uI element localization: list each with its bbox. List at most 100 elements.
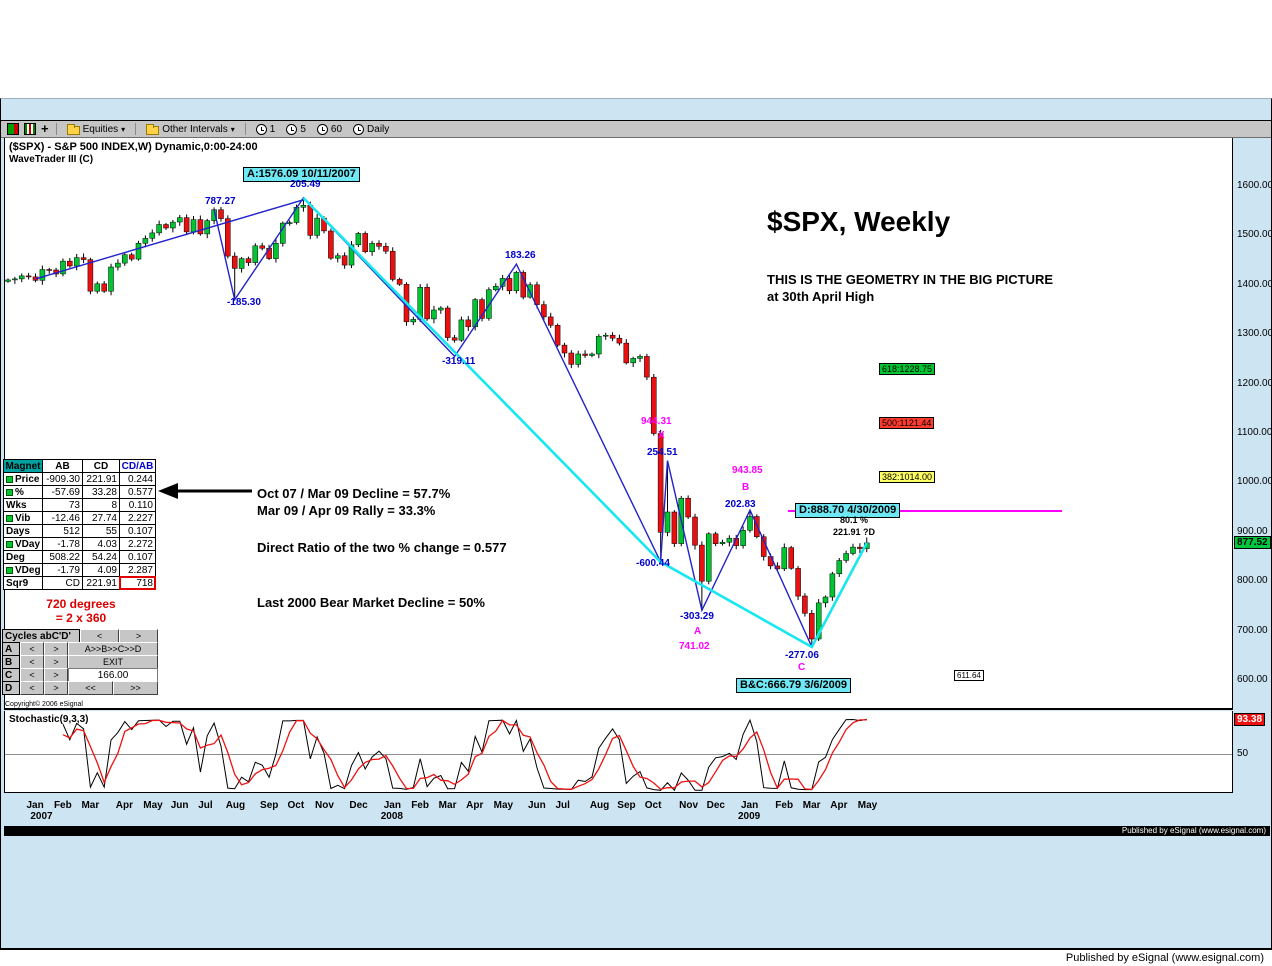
magnet-header-cd: CD xyxy=(82,459,120,473)
swing-value-label: -319.11 xyxy=(442,356,476,367)
x-axis-month-label: Feb xyxy=(53,800,72,811)
row-enabled-checkbox[interactable] xyxy=(6,514,13,522)
wave-x-label: X xyxy=(658,430,665,441)
x-axis-month-label: Jan xyxy=(26,800,44,811)
magnet-cell-ab: -12.46 xyxy=(42,511,83,525)
magnet-row-label: % xyxy=(3,485,43,499)
commentary-line: Direct Ratio of the two % change = 0.577 xyxy=(257,540,507,555)
toolbar-separator xyxy=(135,123,137,135)
other-intervals-menu-button[interactable]: Other Intervals ▾ xyxy=(143,121,238,137)
cycle-row-c: C < >166.00 xyxy=(2,668,158,682)
cycle-a-next-button[interactable]: > xyxy=(44,642,68,656)
cycle-d-next-button[interactable]: > xyxy=(44,681,68,695)
interval-5-label: 5 xyxy=(300,123,306,135)
interval-1-label: 1 xyxy=(269,123,276,135)
y-axis-price-label: 600.00 xyxy=(1237,674,1268,685)
cycle-label-d: D xyxy=(2,681,20,695)
last-price-badge: 877.52 xyxy=(1234,535,1271,549)
interval-60-button[interactable]: 60 xyxy=(314,121,345,137)
magnet-header-ab: AB xyxy=(42,459,83,473)
cycle-d-prev-button[interactable]: < xyxy=(20,681,44,695)
x-axis-month-label: Mar xyxy=(802,800,821,811)
magnet-cell-ratio: 2.272 xyxy=(119,537,156,551)
row-enabled-checkbox[interactable] xyxy=(6,540,13,548)
cycle-a-action-button[interactable]: A>>B>>C>>D xyxy=(68,642,158,656)
cycles-next-button[interactable]: > xyxy=(119,629,158,643)
toolbar-separator xyxy=(244,123,246,135)
magnet-row-label: Deg xyxy=(3,550,43,564)
cycle-label-b: B xyxy=(2,655,20,669)
chart-window-icon[interactable] xyxy=(24,123,36,135)
magnet-row-label-text: VDay xyxy=(15,538,41,550)
chevron-down-icon: ▾ xyxy=(121,124,126,134)
cycle-step-button-1[interactable]: >> xyxy=(113,681,158,695)
magnet-cell-ratio: 0.107 xyxy=(119,550,156,564)
y-axis-price-label: 1600.00 xyxy=(1237,180,1272,191)
cycle-label-a: A xyxy=(2,642,20,656)
x-axis-year-label: 2007 xyxy=(30,811,53,822)
magnet-cell-ab: 73 xyxy=(42,498,83,512)
price-chart-panel xyxy=(4,138,1233,710)
x-axis-month-label: May xyxy=(143,800,163,811)
x-axis-month-label: Jul xyxy=(555,800,570,811)
cycle-step-button-0[interactable]: << xyxy=(68,681,113,695)
stochastic-value-badge: 93.38 xyxy=(1234,713,1266,726)
magnet-cell-ratio: 0.110 xyxy=(119,498,156,512)
equities-label: Equities xyxy=(82,123,119,135)
quote-grid-icon[interactable] xyxy=(7,123,19,135)
fib-382-label: 382:1014.00 xyxy=(879,471,936,483)
wave-b-label: B xyxy=(742,482,750,493)
magnet-cell-ratio: 0.107 xyxy=(119,524,156,538)
study-title: WaveTrader III (C) xyxy=(9,154,94,165)
magnet-cell-ratio: 2.287 xyxy=(119,563,156,577)
y-axis-price-label: 1000.00 xyxy=(1237,476,1272,488)
x-axis-month-label: Jul xyxy=(198,800,213,811)
magnet-panel: Magnet AB CD CD/AB Price -909.30 221.91 0.244% -… xyxy=(3,459,156,590)
cycle-c-prev-button[interactable]: < xyxy=(20,668,44,682)
magnet-row-label: Price xyxy=(3,472,43,486)
cycles-prev-button[interactable]: < xyxy=(80,629,119,643)
interval-daily-button[interactable]: Daily xyxy=(350,121,392,137)
row-enabled-checkbox[interactable] xyxy=(6,475,13,483)
x-axis-month-label: Jan xyxy=(740,800,759,811)
magnet-cell-ab: 512 xyxy=(42,524,83,538)
fib-618-label: 618:1228.75 xyxy=(879,363,936,375)
folder-icon xyxy=(146,123,160,135)
cycle-b-prev-button[interactable]: < xyxy=(20,655,44,669)
published-bar: Published by eSignal (www.esignal.com) xyxy=(4,826,1270,836)
magnet-cell-cd: 4.03 xyxy=(82,537,120,551)
cycle-b-action-button[interactable]: EXIT xyxy=(68,655,158,669)
swing-value-label: 205.49 xyxy=(290,179,321,190)
row-enabled-checkbox[interactable] xyxy=(6,566,13,574)
row-enabled-checkbox[interactable] xyxy=(6,488,13,496)
wave-c-label: C xyxy=(798,662,806,673)
x-axis-year-label: 2008 xyxy=(380,811,403,822)
x-axis-month-label: Feb xyxy=(775,800,794,811)
magnet-cell-ratio: 0.244 xyxy=(119,472,156,486)
cycle-a-prev-button[interactable]: < xyxy=(20,642,44,656)
magnet-row-deg: Deg 508.22 54.24 0.107 xyxy=(3,550,156,564)
y-axis-price-label: 1500.00 xyxy=(1237,229,1272,241)
x-axis-month-label: Nov xyxy=(679,800,699,811)
swing-value-label: 254.51 xyxy=(647,447,678,458)
toolbar-separator xyxy=(55,123,57,135)
equities-menu-button[interactable]: Equities ▾ xyxy=(64,121,129,137)
magnet-row-vib: Vib -12.46 27.74 2.227 xyxy=(3,511,156,525)
magnet-cell-ab: -57.69 xyxy=(42,485,83,499)
y-axis-price-label: 1400.00 xyxy=(1237,278,1272,290)
interval-1-button[interactable]: 1 xyxy=(253,121,279,137)
x-axis-month-label: Sep xyxy=(260,800,279,811)
cycle-c-next-button[interactable]: > xyxy=(44,668,68,682)
swing-value-label: -185.30 xyxy=(227,297,261,308)
interval-5-button[interactable]: 5 xyxy=(283,121,309,137)
retrace-pct-label: 80.1 % xyxy=(840,515,869,525)
commentary-line: Last 2000 Bear Market Decline = 50% xyxy=(257,595,485,610)
magnet-cell-ratio: 0.577 xyxy=(119,485,156,499)
magnet-row-price: Price -909.30 221.91 0.244 xyxy=(3,472,156,486)
toolbar: + Equities ▾ Other Intervals ▾ 1 5 60 Da xyxy=(1,120,1271,138)
add-icon[interactable]: + xyxy=(41,121,49,136)
wave-a-label: A xyxy=(694,626,702,637)
magnet-row-days: Days 512 55 0.107 xyxy=(3,524,156,538)
cycle-b-next-button[interactable]: > xyxy=(44,655,68,669)
